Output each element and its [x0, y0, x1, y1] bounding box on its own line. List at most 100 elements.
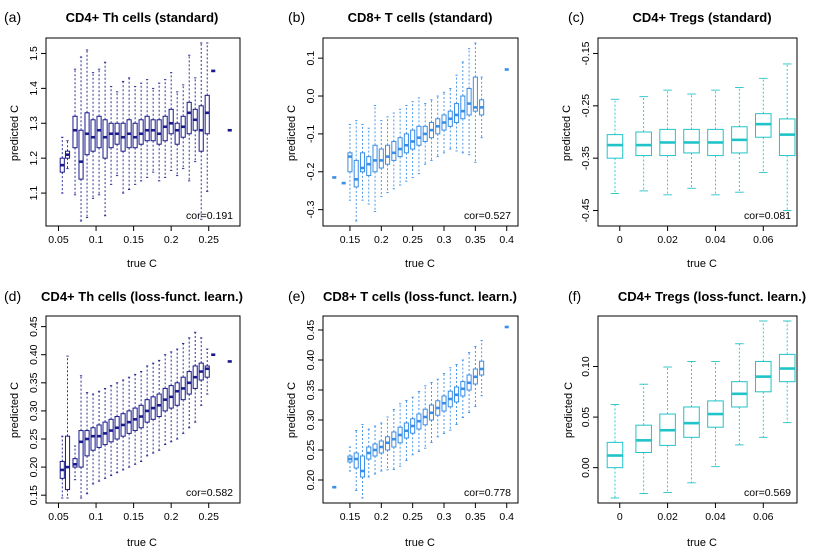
x-tick-label: 0.04 — [705, 511, 726, 523]
box-body — [72, 115, 78, 149]
y-tick-label: 0.30 — [305, 410, 317, 431]
y-tick-label: -0.2 — [305, 163, 317, 181]
plot-frame — [45, 315, 241, 504]
y-tick-label: 0.1 — [305, 51, 317, 66]
x-tick-label: 0.06 — [753, 511, 774, 523]
y-tick-label: 0.25 — [28, 429, 40, 450]
box — [707, 361, 724, 468]
panel-title: CD4+ Th cells (loss-funct. learn.) — [41, 289, 243, 304]
x-tick-label: 0.02 — [657, 511, 678, 523]
box — [410, 396, 416, 456]
box-body — [366, 156, 372, 177]
box-body — [84, 430, 90, 457]
box — [479, 340, 485, 397]
box-body — [635, 131, 652, 157]
box — [441, 373, 447, 434]
box-body — [353, 452, 359, 469]
correlation-annotation: cor=0.569 — [744, 487, 791, 499]
box-body — [353, 159, 359, 188]
box — [435, 378, 441, 438]
correlation-annotation: cor=0.582 — [186, 487, 233, 499]
box-body — [397, 137, 403, 158]
box — [366, 127, 372, 205]
box — [108, 86, 114, 185]
box — [659, 89, 676, 196]
box-body — [359, 152, 366, 173]
y-tick-label: -0.35 — [580, 146, 592, 170]
panel-title: CD4+ Tregs (standard) — [632, 10, 771, 25]
box — [84, 392, 90, 495]
box-body — [683, 128, 700, 154]
x-tick-label: 0.2 — [164, 234, 179, 246]
box — [132, 86, 138, 185]
box — [138, 82, 144, 182]
box — [778, 63, 796, 211]
box — [479, 76, 485, 139]
box-body — [410, 129, 416, 150]
box — [64, 355, 71, 499]
x-tick-label: 0.05 — [48, 511, 69, 523]
x-axis-label: true C — [127, 258, 157, 270]
y-tick-label: -0.1 — [305, 125, 317, 143]
box — [378, 422, 384, 472]
box — [466, 352, 472, 413]
x-tick-label: 0.1 — [89, 511, 104, 523]
x-tick-label: 0.3 — [437, 511, 452, 523]
box — [347, 123, 353, 201]
box — [120, 379, 126, 471]
box-body — [162, 115, 168, 142]
box — [755, 320, 772, 438]
box — [96, 390, 102, 482]
box — [472, 346, 478, 407]
box-body — [90, 427, 96, 451]
y-tick-label: -0.45 — [580, 198, 592, 222]
box — [635, 383, 652, 494]
x-tick-label: 0.4 — [499, 234, 514, 246]
x-tick-label: 0.35 — [465, 234, 486, 246]
box-body — [460, 95, 466, 120]
box-body — [347, 152, 353, 173]
y-tick-label: 1.2 — [28, 151, 40, 166]
box-body — [72, 458, 78, 468]
y-axis-label: predicted C — [9, 382, 21, 438]
x-tick-label: 0.2 — [374, 234, 389, 246]
box-body — [78, 129, 84, 180]
box — [192, 77, 198, 163]
y-tick-label: 0.10 — [580, 356, 592, 377]
box — [385, 416, 391, 471]
box-body — [635, 424, 652, 453]
correlation-annotation: cor=0.527 — [464, 210, 511, 222]
box — [114, 91, 120, 177]
panel-d: (d) CD4+ Th cells (loss-funct. learn.) p… — [4, 288, 243, 549]
box — [378, 120, 384, 197]
box — [353, 120, 359, 222]
box — [606, 403, 624, 499]
box — [347, 446, 353, 472]
box — [180, 84, 186, 170]
box — [683, 93, 700, 189]
y-axis-label: predicted C — [561, 105, 573, 161]
box — [447, 87, 453, 150]
x-tick-label: 0.25 — [402, 511, 423, 523]
box-body — [168, 108, 174, 135]
box-body — [778, 118, 796, 157]
box-body — [466, 87, 472, 116]
box-body — [90, 119, 96, 152]
box — [422, 103, 428, 165]
box-body — [204, 94, 210, 135]
box — [198, 42, 204, 220]
box — [731, 343, 748, 446]
box — [126, 77, 132, 191]
box-body — [186, 101, 192, 135]
box — [156, 82, 162, 182]
y-tick-label: 0.35 — [28, 372, 40, 393]
box — [466, 48, 472, 156]
y-tick-label: 0.00 — [580, 457, 592, 478]
box — [755, 77, 772, 174]
panel-f: (f) CD4+ Tregs (loss-funct. learn.) pred… — [563, 288, 806, 549]
panel-title: CD8+ T cells (standard) — [348, 10, 493, 25]
x-tick-label: 0.2 — [374, 511, 389, 523]
box-body — [198, 105, 204, 152]
y-axis-label: predicted C — [286, 382, 298, 438]
